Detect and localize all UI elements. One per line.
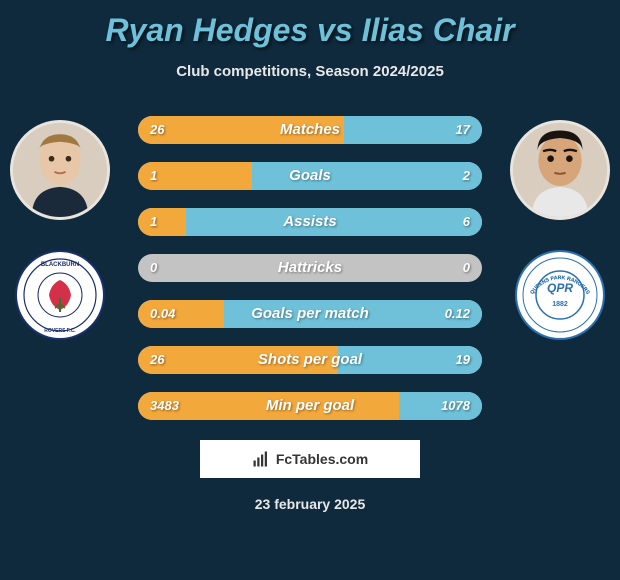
stat-row: Min per goal3483 1078 xyxy=(138,392,482,420)
stat-value-left: 0.04 xyxy=(150,300,175,328)
stat-value-left: 3483 xyxy=(150,392,179,420)
stat-value-right: 6 xyxy=(463,208,470,236)
player-left-club-logo: BLACKBURN ROVERS F.C. xyxy=(15,250,105,340)
stat-value-right: 2 xyxy=(463,162,470,190)
stat-row: Matches26 17 xyxy=(138,116,482,144)
stat-value-right: 19 xyxy=(456,346,470,374)
svg-text:BLACKBURN: BLACKBURN xyxy=(41,262,79,268)
stat-value-right: 17 xyxy=(456,116,470,144)
stat-value-left: 26 xyxy=(150,116,164,144)
stat-label: Min per goal xyxy=(138,392,482,420)
brand-text: FcTables.com xyxy=(276,451,368,467)
stat-row: Assists1 6 xyxy=(138,208,482,236)
stat-label: Assists xyxy=(138,208,482,236)
chart-icon xyxy=(252,450,270,468)
stat-row: Goals per match0.04 0.12 xyxy=(138,300,482,328)
comparison-subtitle: Club competitions, Season 2024/2025 xyxy=(0,63,620,80)
stat-row: Hattricks0 0 xyxy=(138,254,482,282)
stat-row: Goals1 2 xyxy=(138,162,482,190)
player-right-avatar xyxy=(510,120,610,220)
comparison-bars: Matches2617Goals12Assists16Hattricks00Go… xyxy=(138,116,482,438)
stat-label: Hattricks xyxy=(138,254,482,282)
comparison-title: Ryan Hedges vs Ilias Chair xyxy=(0,0,620,49)
stat-value-left: 26 xyxy=(150,346,164,374)
comparison-date: 23 february 2025 xyxy=(0,496,620,512)
stat-value-left: 1 xyxy=(150,208,157,236)
stat-label: Matches xyxy=(138,116,482,144)
svg-text:ROVERS F.C.: ROVERS F.C. xyxy=(44,328,76,334)
stat-value-right: 0.12 xyxy=(445,300,470,328)
comparison-main: BLACKBURN ROVERS F.C. QPR 1882 QUEENS PA… xyxy=(0,110,620,440)
svg-text:1882: 1882 xyxy=(552,301,568,308)
svg-text:QPR: QPR xyxy=(547,281,573,295)
stat-label: Shots per goal xyxy=(138,346,482,374)
brand-footer: FcTables.com xyxy=(200,440,420,478)
stat-value-right: 0 xyxy=(463,254,470,282)
stat-label: Goals per match xyxy=(138,300,482,328)
player-left-avatar xyxy=(10,120,110,220)
stat-row: Shots per goal26 19 xyxy=(138,346,482,374)
stat-label: Goals xyxy=(138,162,482,190)
stat-value-left: 0 xyxy=(150,254,157,282)
player-right-club-logo: QPR 1882 QUEENS PARK RANGERS QUEENS PARK… xyxy=(515,250,605,340)
stat-value-right: 1078 xyxy=(441,392,470,420)
stat-value-left: 1 xyxy=(150,162,157,190)
